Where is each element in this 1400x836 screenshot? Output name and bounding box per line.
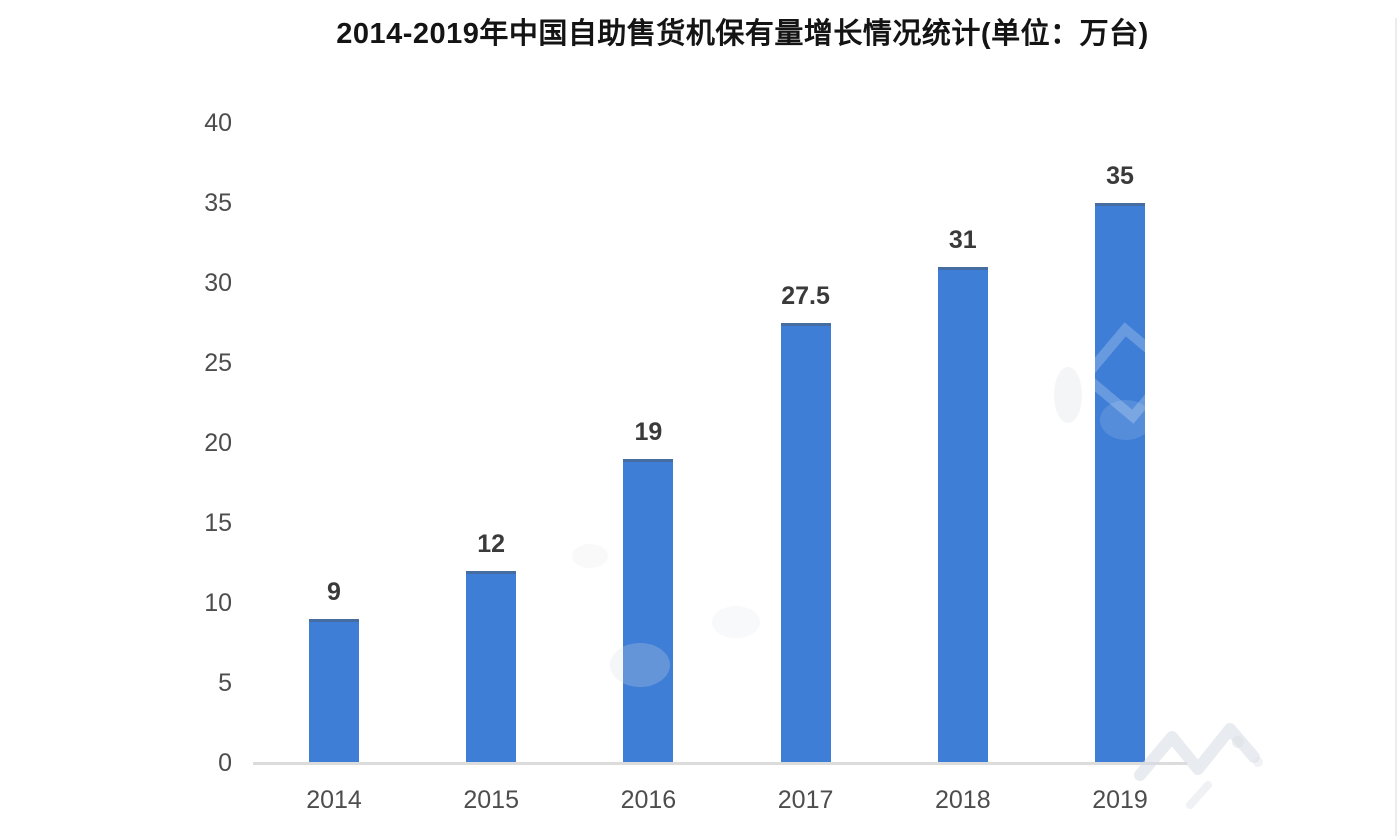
y-tick-label: 40 (204, 109, 232, 137)
y-tick-label: 10 (204, 589, 232, 617)
y-tick-label: 0 (218, 749, 232, 777)
bar (466, 571, 517, 763)
bar-value-label: 35 (1106, 162, 1134, 190)
x-tick-label: 2014 (306, 786, 362, 814)
page-edge-line (1395, 18, 1397, 836)
y-tick-label: 30 (204, 269, 232, 297)
bar (780, 323, 831, 763)
bar-value-label: 27.5 (781, 282, 830, 310)
bar (623, 459, 674, 763)
bar-value-label: 19 (634, 418, 663, 446)
bar (937, 267, 988, 763)
y-tick-label: 25 (204, 349, 232, 377)
bar-value-label: 12 (477, 530, 506, 558)
x-tick-label: 2019 (1092, 786, 1148, 814)
bar (1095, 203, 1145, 763)
x-tick-label: 2017 (777, 786, 834, 814)
x-tick-label: 2016 (620, 786, 677, 814)
x-tick-label: 2015 (463, 786, 519, 814)
y-tick-label: 5 (218, 669, 232, 697)
bar-value-label: 31 (948, 226, 977, 254)
y-tick-label: 35 (204, 189, 232, 217)
x-tick-label: 2018 (934, 786, 991, 814)
y-tick-label: 20 (204, 429, 232, 457)
y-tick-label: 15 (204, 509, 232, 537)
bar (309, 619, 359, 763)
bar-value-label: 9 (327, 578, 341, 606)
chart-title: 2014-2019年中国自助售货机保有量增长情况统计(单位：万台) (336, 18, 1149, 50)
x-axis-line (253, 762, 1187, 765)
